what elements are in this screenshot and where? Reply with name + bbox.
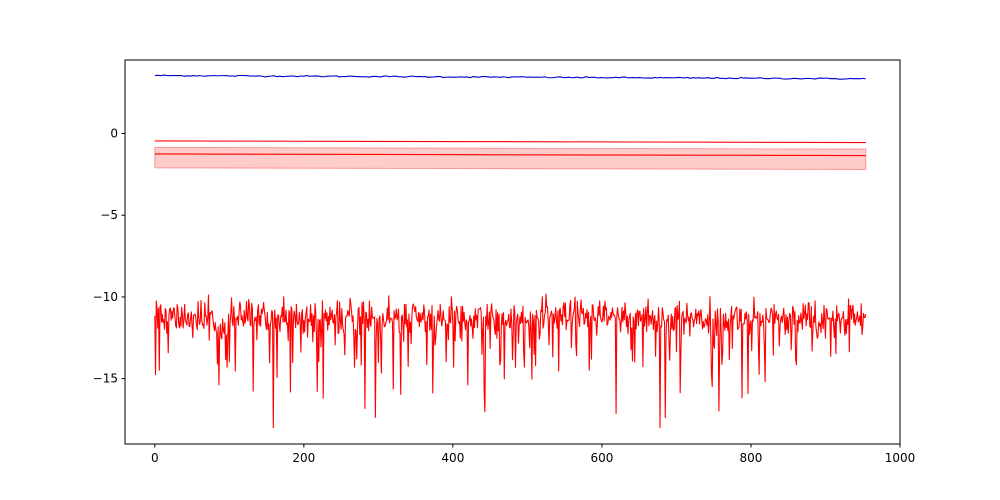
y-tick-label: 0 [110, 127, 118, 141]
x-tick-label: 1000 [885, 451, 916, 465]
x-tick-label: 400 [441, 451, 464, 465]
axis-ticks: 0 200 400 600 800 1000 0 −5 −10 −15 [93, 127, 916, 465]
y-tick-label: −5 [100, 208, 118, 222]
series-2-band [154, 146, 867, 170]
x-tick-label: 0 [151, 451, 159, 465]
x-tick-label: 200 [292, 451, 315, 465]
x-tick-label: 600 [590, 451, 613, 465]
y-tick-label: −15 [93, 372, 118, 386]
x-tick-label: 800 [740, 451, 763, 465]
series-0-line [154, 74, 866, 80]
axes-frame [124, 59, 901, 445]
y-tick-label: −10 [93, 290, 118, 304]
series-2-line [154, 153, 866, 157]
series-1-line [154, 140, 866, 144]
series-3-line [154, 293, 867, 429]
plot-area [154, 74, 867, 429]
